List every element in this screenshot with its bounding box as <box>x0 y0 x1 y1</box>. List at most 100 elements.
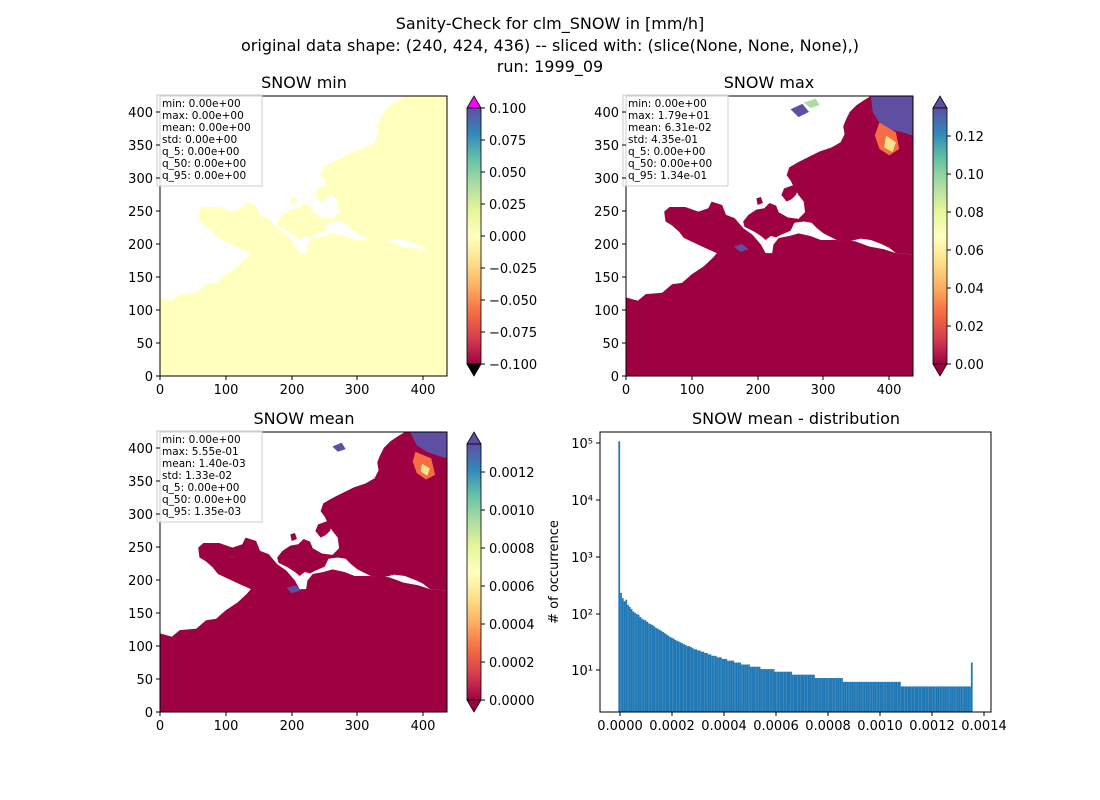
y-tick-label: 150 <box>594 271 619 286</box>
y-tick-label: 350 <box>128 475 153 490</box>
cbar-tick-label: −0.075 <box>489 326 537 341</box>
histogram-bar <box>963 686 966 712</box>
cbar-tick-label: 0.0000 <box>489 694 535 709</box>
histogram-bar <box>895 681 898 712</box>
y-tick-label: 400 <box>594 106 619 121</box>
histogram-bar <box>628 606 631 712</box>
histogram-bar <box>939 686 942 712</box>
histogram-bar <box>932 686 935 712</box>
histogram-bar <box>693 649 696 712</box>
histogram-bar <box>818 678 821 712</box>
histogram-bar <box>713 655 715 712</box>
histogram-bar <box>725 658 728 712</box>
x-tick-label: 200 <box>280 719 305 734</box>
y-axis: 10¹ 10² 10³ 10⁴ 10⁵ <box>571 437 600 679</box>
histogram-bar <box>930 686 933 712</box>
histogram-bar <box>656 628 659 712</box>
cbar-tick-label: 0.00 <box>955 358 984 373</box>
europe-landmass <box>160 96 447 376</box>
x-tick-label: 0 <box>156 383 164 398</box>
histogram-bar <box>686 646 689 712</box>
histogram-bar <box>637 614 640 712</box>
histogram-bar <box>811 674 814 712</box>
y-tick-label: 10⁵ <box>571 437 593 452</box>
histogram-bar <box>944 686 947 712</box>
y-tick-label: 200 <box>128 574 153 589</box>
figure-title-line-2: original data shape: (240, 424, 436) -- … <box>241 36 859 55</box>
histogram-bar <box>720 657 722 712</box>
histogram-bar <box>802 674 805 712</box>
histogram-bar <box>834 678 836 712</box>
histogram-bar <box>784 671 787 712</box>
histogram-bar <box>839 678 842 712</box>
y-tick-label: 10² <box>571 608 593 623</box>
cbar-tick-label: −0.050 <box>489 294 537 309</box>
histogram-bar <box>969 686 971 712</box>
histogram-bar <box>898 681 901 712</box>
stat-mean: mean: 0.00e+00 <box>162 122 251 134</box>
y-tick-label: 50 <box>136 337 153 352</box>
stat-mean: mean: 1.40e-03 <box>162 458 246 470</box>
histogram-bar <box>841 678 843 712</box>
histogram-bar <box>676 640 678 712</box>
map-area <box>160 432 447 712</box>
colorbar: 0.0000 0.0002 0.0004 0.0006 0.0008 0.001… <box>466 431 535 713</box>
cbar-tick-label: 0.075 <box>489 134 526 149</box>
x-tick-label: 100 <box>214 383 239 398</box>
histogram-bar <box>674 639 677 712</box>
y-tick-label: 150 <box>128 607 153 622</box>
histogram-bar <box>958 686 961 712</box>
colorbar: 0.00 0.02 0.04 0.06 0.08 0.10 0.12 <box>932 95 984 377</box>
histogram-bar <box>772 669 775 712</box>
histogram-bar <box>856 681 859 712</box>
histogram-bar <box>949 686 952 712</box>
histogram-bar <box>632 611 635 712</box>
panel-snow-min: SNOW min min: 0.00e+00 max: 0.00e+00 mea… <box>128 73 537 398</box>
x-tick-label: 0.0012 <box>909 719 955 734</box>
histogram-bar <box>741 664 743 712</box>
y-tick-label: 300 <box>128 508 153 523</box>
x-tick-label: 300 <box>345 719 370 734</box>
histogram-bar <box>776 671 778 712</box>
y-tick-label: 200 <box>128 238 153 253</box>
histogram-bar <box>862 681 864 712</box>
histogram-bar <box>916 686 919 712</box>
cbar-tick-label: 0.04 <box>955 282 984 297</box>
axes-frame <box>599 431 992 713</box>
histogram-bar <box>855 681 857 712</box>
cbar-tick-label: 0.0010 <box>489 504 535 519</box>
stats-box: min: 0.00e+00 max: 1.79e+01 mean: 6.31e-… <box>622 94 729 187</box>
histogram-bar <box>941 686 943 712</box>
histogram-bar <box>709 654 712 712</box>
histogram-bar <box>886 681 889 712</box>
histogram-bar <box>739 662 742 712</box>
histogram-bar <box>820 678 822 712</box>
histogram-bar <box>755 666 757 712</box>
y-tick-label: 0 <box>611 370 619 385</box>
y-tick-label: 250 <box>128 205 153 220</box>
histogram-bar <box>779 671 782 712</box>
cbar-tick-label: 0.000 <box>489 230 526 245</box>
axes-frame <box>159 95 448 377</box>
figure-title-line-1: Sanity-Check for clm_SNOW in [mm/h] <box>396 14 704 34</box>
histogram-bar <box>642 619 645 712</box>
y-tick-label: 50 <box>136 673 153 688</box>
stat-std: std: 1.33e-02 <box>162 470 232 482</box>
panel-title: SNOW min <box>261 73 347 92</box>
histogram-bar <box>700 651 703 712</box>
histogram-bar <box>948 686 950 712</box>
histogram-bar <box>648 623 650 712</box>
histogram-bar <box>809 674 812 712</box>
cbar-tick-label: 0.0006 <box>489 580 535 595</box>
cbar-tick-label: 0.100 <box>489 102 526 117</box>
histogram-bar <box>746 664 749 712</box>
histogram-bar <box>737 662 740 712</box>
stat-max: max: 5.55e-01 <box>162 446 239 458</box>
y-axis: 0 50 100 150 200 250 300 350 400 <box>594 106 626 385</box>
europe-landmass <box>626 96 913 376</box>
histogram-bar <box>639 617 642 712</box>
histogram-bar <box>734 662 736 712</box>
histogram-bar <box>699 650 701 712</box>
histogram-bar <box>765 669 768 712</box>
